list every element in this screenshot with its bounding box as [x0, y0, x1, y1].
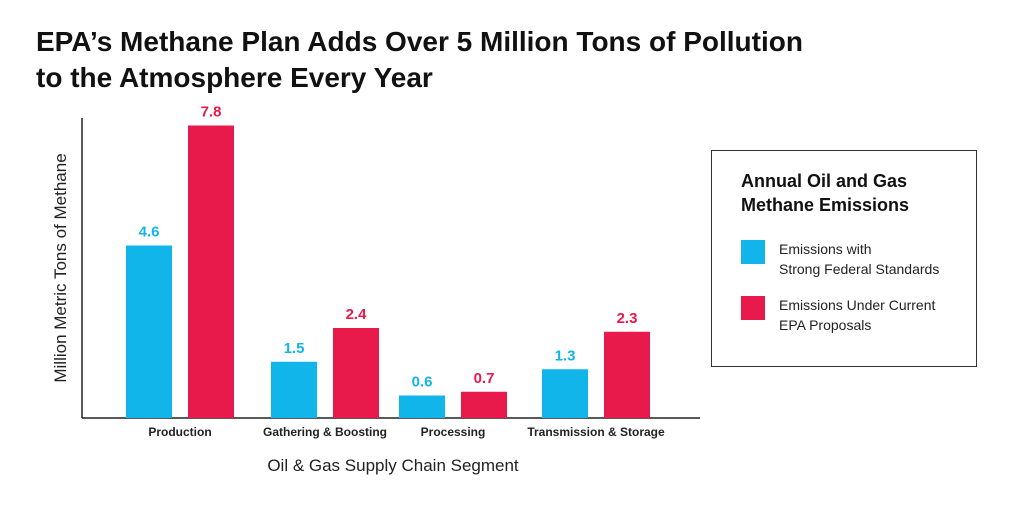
chart-title-line-2: to the Atmosphere Every Year [36, 62, 433, 93]
data-label: 0.7 [474, 370, 495, 387]
legend-label-line: Emissions Under Current [779, 297, 936, 313]
bar-strong-standards [271, 361, 317, 418]
legend-swatch-blue [741, 240, 765, 264]
legend-label-line: Strong Federal Standards [779, 261, 940, 277]
bar-current-proposals [604, 331, 650, 418]
chart-title-line-1: EPA’s Methane Plan Adds Over 5 Million T… [36, 26, 803, 57]
legend-title-line-2: Methane Emissions [741, 195, 910, 215]
bar-strong-standards [126, 245, 172, 418]
x-tick-label: Production [148, 425, 211, 439]
legend-label-line: EPA Proposals [779, 317, 872, 333]
y-axis-label: Million Metric Tons of Methane [51, 153, 70, 382]
legend-label-strong-standards: Emissions with Strong Federal Standards [779, 239, 974, 279]
chart-title: EPA’s Methane Plan Adds Over 5 Million T… [36, 24, 936, 96]
bar-strong-standards [399, 395, 445, 418]
data-label: 2.4 [346, 306, 368, 323]
data-label: 2.3 [617, 310, 638, 327]
data-label: 7.8 [201, 104, 222, 121]
bar-current-proposals [188, 125, 234, 418]
legend-title-line-1: Annual Oil and Gas [741, 171, 908, 191]
legend-label-current-proposals: Emissions Under Current EPA Proposals [779, 295, 974, 335]
data-label: 0.6 [412, 374, 433, 391]
bar-strong-standards [542, 369, 588, 418]
legend-title: Annual Oil and Gas Methane Emissions [741, 169, 961, 217]
legend-swatch-red [741, 296, 765, 320]
x-tick-label: Processing [421, 425, 486, 439]
bar-current-proposals [333, 328, 379, 418]
data-label: 4.6 [139, 224, 160, 241]
x-tick-label: Transmission & Storage [527, 425, 665, 439]
bar-current-proposals [461, 391, 507, 418]
data-label: 1.5 [284, 340, 305, 357]
legend: Annual Oil and Gas Methane Emissions Emi… [711, 150, 977, 367]
x-axis-label: Oil & Gas Supply Chain Segment [267, 456, 519, 475]
x-tick-label: Gathering & Boosting [263, 425, 387, 439]
data-label: 1.3 [555, 347, 576, 364]
legend-label-line: Emissions with [779, 241, 872, 257]
